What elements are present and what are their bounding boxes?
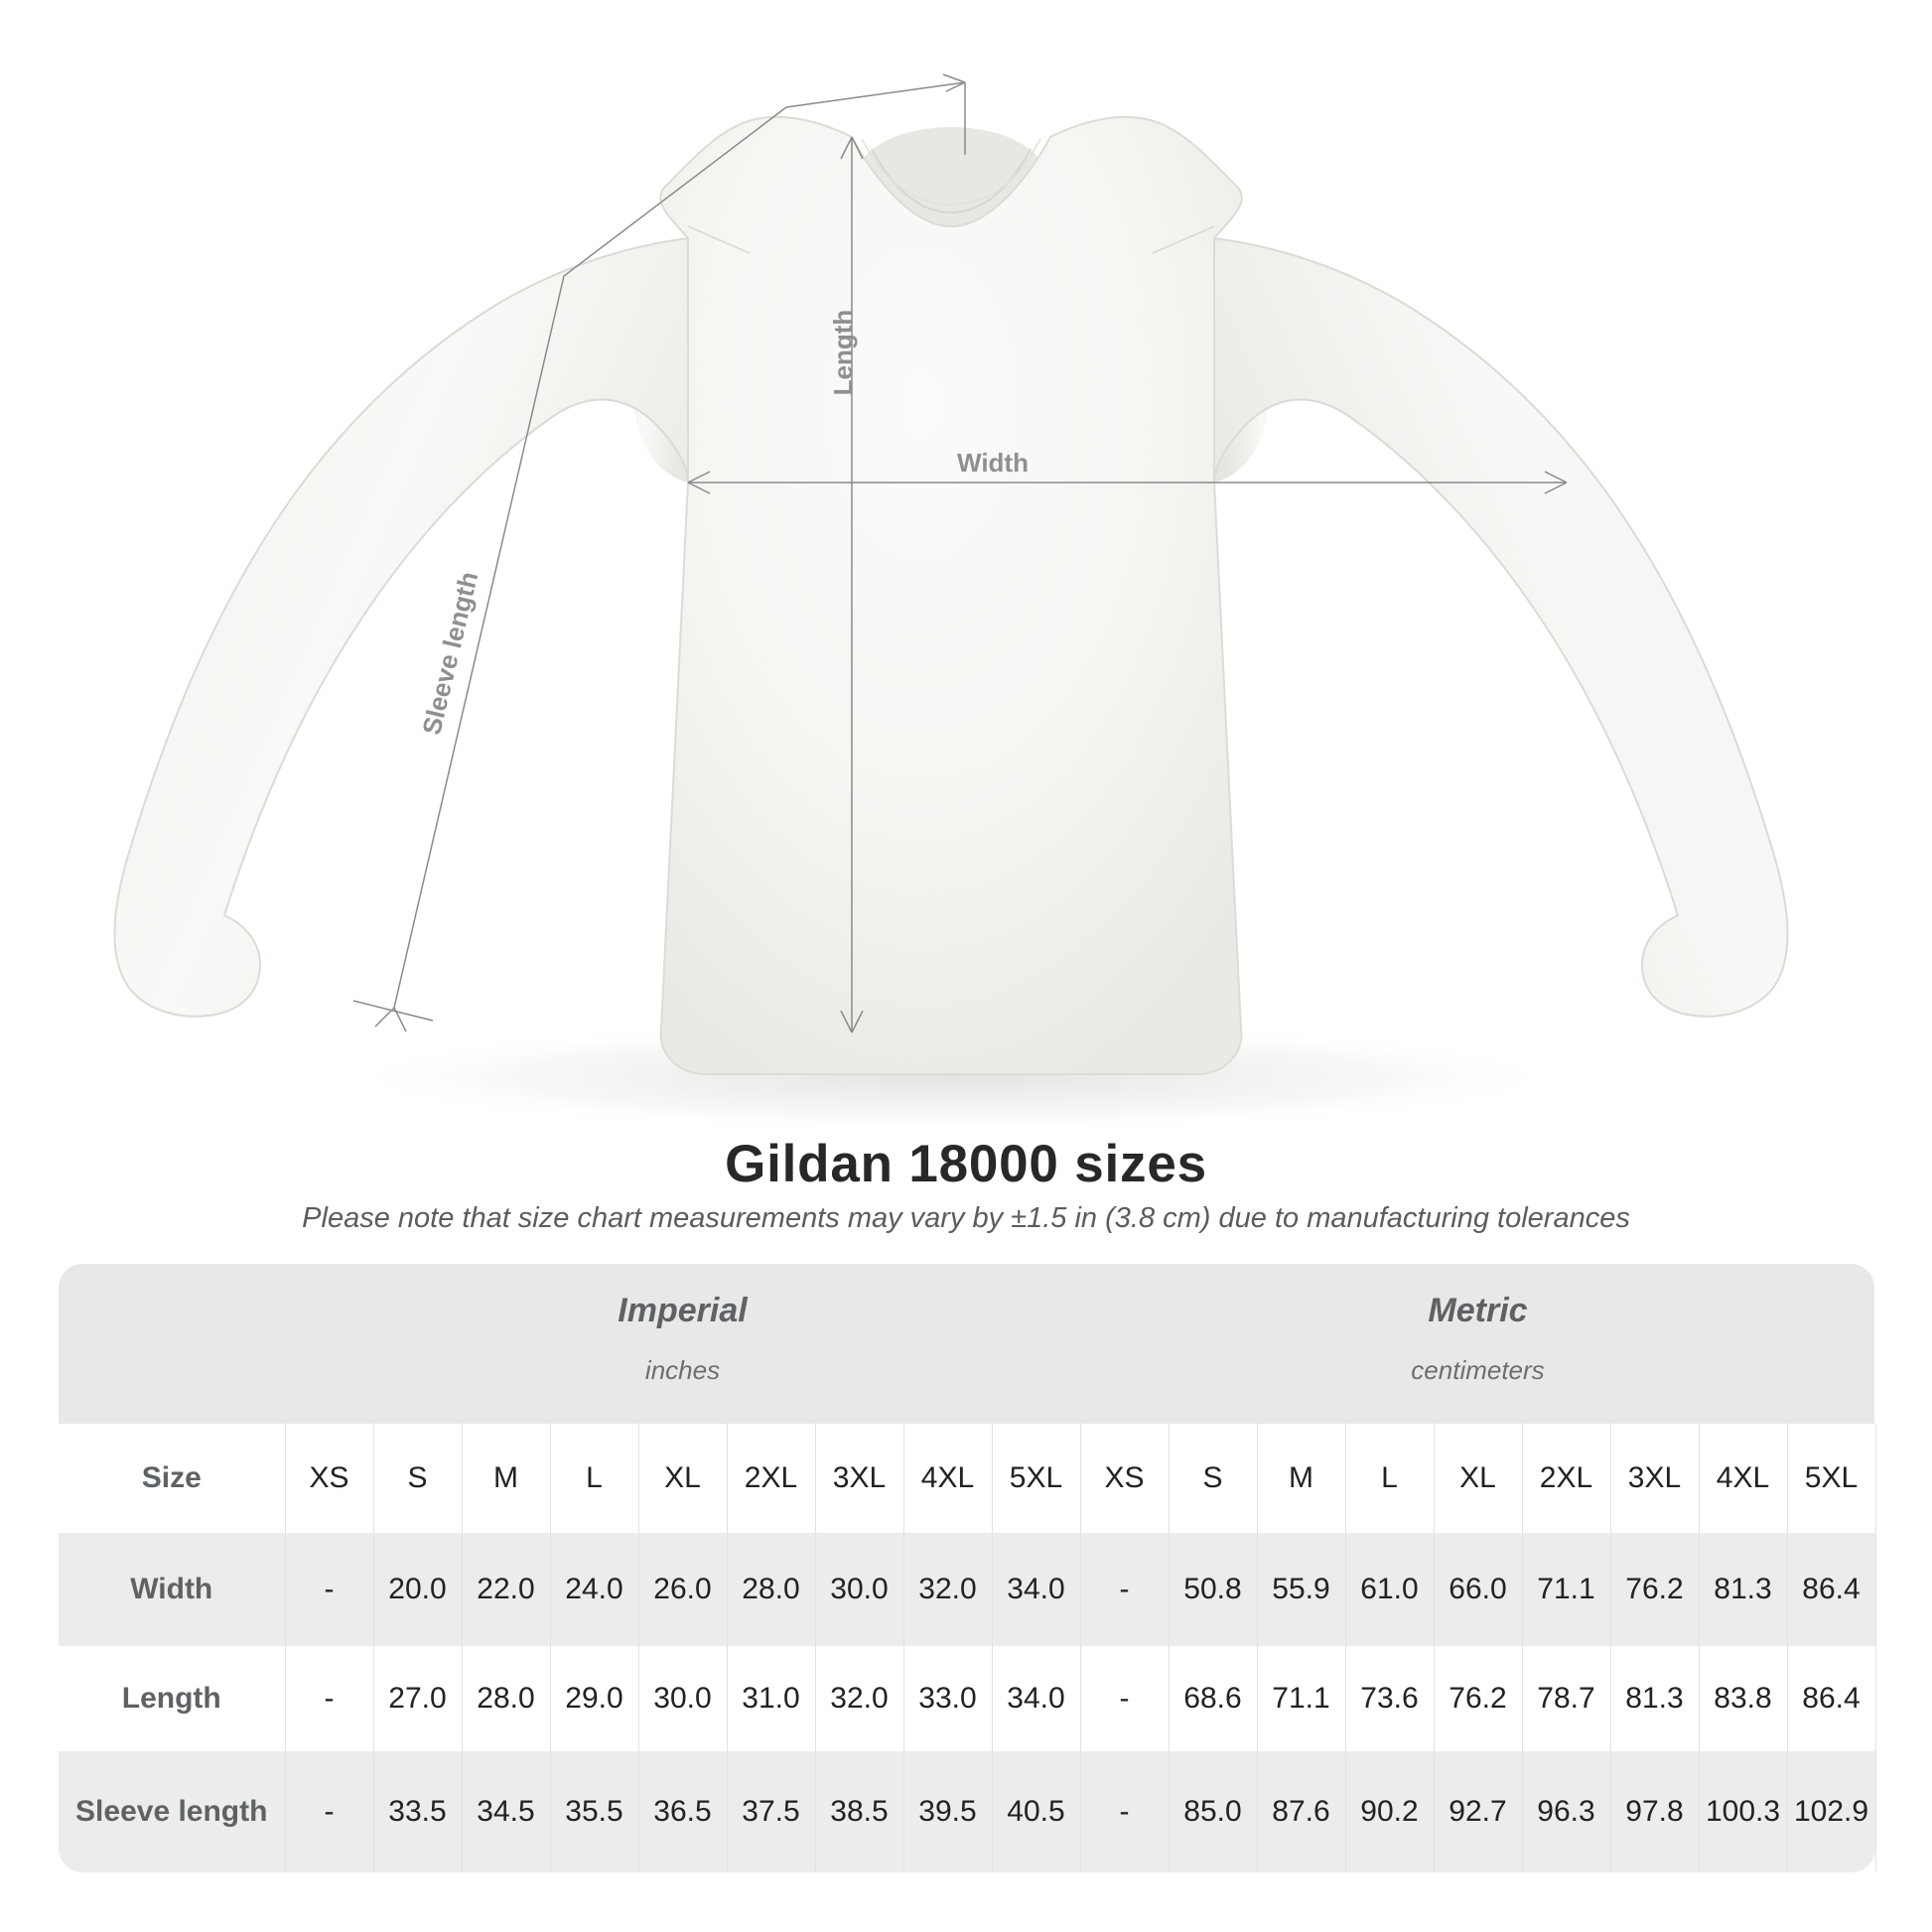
svg-text:Sleeve length: Sleeve length xyxy=(416,569,483,738)
svg-text:Width: Width xyxy=(957,448,1029,478)
svg-text:Length: Length xyxy=(828,310,858,396)
